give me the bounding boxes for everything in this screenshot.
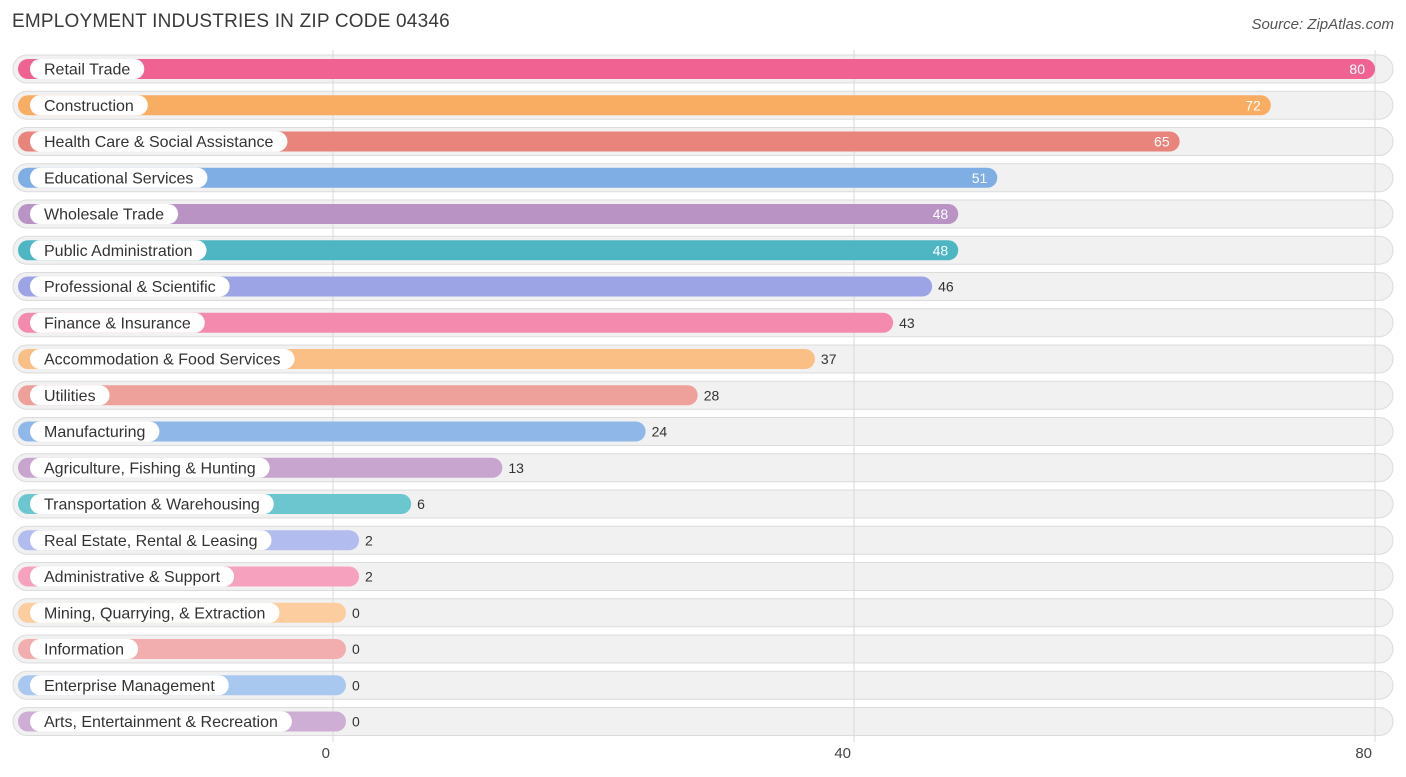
category-label-pill [30,59,145,79]
data-label: 37 [821,351,837,367]
category-label-pill [30,349,295,369]
bar [18,421,646,442]
category-label: Professional & Scientific [44,279,216,296]
data-label: 0 [352,677,360,693]
category-label-pill [30,602,280,623]
data-label: 28 [704,387,720,403]
category-label-pill [30,494,274,514]
data-label: 72 [1245,97,1261,113]
bar [18,95,1271,116]
category-label: Enterprise Management [44,678,215,695]
bar [18,240,959,261]
category-label: Arts, Entertainment & Recreation [44,714,278,731]
data-label: 6 [417,496,425,512]
category-label: Construction [44,98,134,115]
category-label-pill [30,276,230,297]
category-label: Health Care & Social Assistance [44,134,274,151]
data-label: 0 [352,641,360,657]
chart-title: EMPLOYMENT INDUSTRIES IN ZIP CODE 04346 [12,11,450,32]
category-label: Educational Services [44,170,193,187]
category-label: Transportation & Warehousing [44,497,260,514]
bar [18,131,1180,152]
source-credit: Source: ZipAtlas.com [1251,16,1394,33]
data-label: 65 [1154,134,1170,150]
data-label: 43 [899,315,915,331]
row-background [12,562,1394,591]
bar [18,167,998,188]
tick-label: 80 [1355,745,1372,762]
row-background [12,634,1394,664]
bar [18,385,698,406]
category-label: Mining, Quarrying, & Extraction [44,605,265,622]
data-label: 13 [508,460,524,476]
category-label-pill [30,95,148,116]
data-label: 0 [352,714,360,730]
category-label-pill [30,639,139,659]
tick-label: 0 [322,745,330,762]
category-label-pill [30,204,179,224]
data-label: 24 [652,424,668,440]
data-label: 46 [938,279,954,295]
data-label: 2 [365,569,373,585]
x-axis-ticks: 0 40 80 [322,745,1372,762]
category-label: Retail Trade [44,62,130,79]
category-label-pill [30,240,207,261]
data-label: 48 [933,206,949,222]
bar [18,59,1375,79]
category-label: Public Administration [44,243,193,260]
category-label-pill [30,421,160,442]
row-background [12,525,1394,555]
category-label: Wholesale Trade [44,207,164,224]
bar [18,312,894,333]
category-label: Information [44,642,124,659]
data-label: 80 [1349,61,1365,77]
category-label-pill [30,675,229,696]
row-background [12,707,1394,736]
tick-label: 40 [834,745,851,762]
category-label: Accommodation & Food Services [44,352,281,369]
bar [18,204,959,224]
row-background [12,598,1394,628]
category-label-pill [30,566,235,587]
category-label: Manufacturing [44,424,145,441]
data-label: 2 [365,532,373,548]
category-label-pill [30,457,270,478]
data-label: 51 [972,170,988,186]
category-label-pill [30,711,292,732]
category-label-pill [30,131,288,152]
category-label: Administrative & Support [44,569,221,586]
row-background [12,670,1394,700]
category-label-pill [30,530,272,551]
category-label: Real Estate, Rental & Leasing [44,533,257,550]
category-label: Finance & Insurance [44,315,191,332]
category-label: Utilities [44,388,96,405]
bar [18,276,933,297]
category-label-pill [30,312,205,333]
category-label-pill [30,167,208,188]
data-label: 48 [933,242,949,258]
bars: Retail Trade 80 Construction 72 Health Care … [18,59,1375,732]
category-label: Agriculture, Fishing & Hunting [44,460,256,477]
data-label: 0 [352,605,360,621]
category-label-pill [30,385,110,406]
